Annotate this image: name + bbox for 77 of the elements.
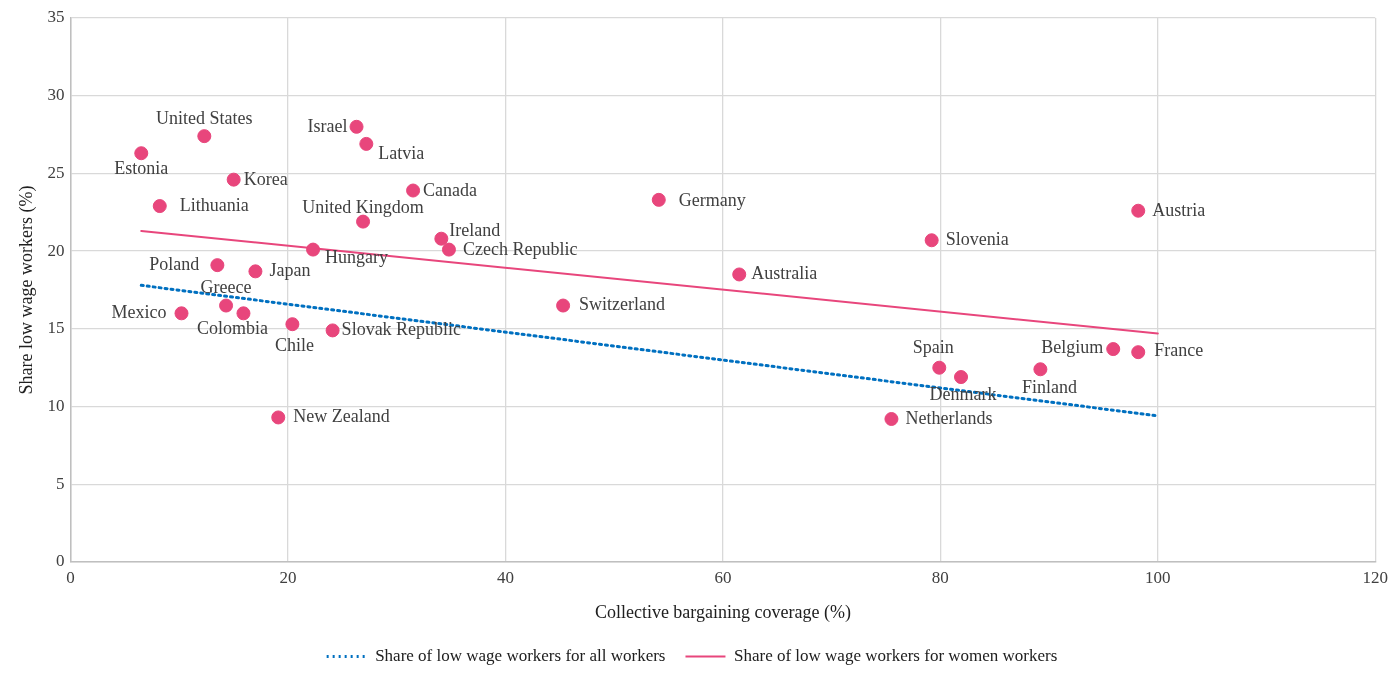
annotation: Chile — [274, 334, 314, 355]
point — [349, 119, 364, 134]
annotation: Latvia — [378, 142, 425, 163]
y-tick-label: 0 — [56, 551, 65, 571]
point — [1131, 345, 1146, 360]
annotation: New Zealand — [293, 406, 390, 427]
point — [1106, 342, 1121, 357]
annotation: Canada — [423, 180, 478, 201]
x-tick-label: 60 — [714, 567, 732, 587]
y-tick-label: 25 — [47, 162, 65, 182]
annotation: United Kingdom — [302, 197, 424, 218]
y-tick-label: 20 — [47, 240, 65, 260]
annotation: Ireland — [449, 220, 501, 241]
annotation: Spain — [912, 337, 954, 358]
annotation: Czech Republic — [462, 239, 578, 260]
point — [219, 298, 234, 313]
y-tick-label: 35 — [47, 7, 65, 27]
point — [932, 360, 947, 375]
annotation: Slovak Republic — [341, 319, 462, 340]
x-tick-label: 20 — [279, 567, 297, 587]
point — [210, 258, 225, 273]
y-axis-title: Share low wage workers (%) — [15, 185, 37, 395]
point — [271, 410, 286, 425]
annotation: Colombia — [196, 318, 268, 339]
point — [285, 317, 300, 332]
point — [236, 306, 251, 321]
x-tick-label: 80 — [931, 567, 949, 587]
point — [134, 146, 149, 161]
x-axis-title: Collective bargaining coverage (%) — [594, 601, 851, 623]
annotation: Belgium — [1041, 336, 1104, 357]
annotation: Estonia — [114, 157, 169, 178]
y-tick-label: 5 — [56, 473, 65, 493]
y-tick-label: 15 — [47, 318, 65, 338]
point — [197, 129, 212, 144]
annotation: Hungary — [325, 247, 389, 268]
point — [954, 370, 969, 385]
legend-label: Share of low wage workers for all workers — [375, 645, 666, 665]
point — [306, 242, 321, 257]
point — [325, 323, 340, 338]
point — [152, 199, 167, 214]
point — [441, 242, 456, 257]
x-tick-label: 100 — [1145, 567, 1171, 587]
annotation: Austria — [1152, 200, 1206, 221]
point — [406, 183, 421, 198]
annotation: Poland — [149, 253, 200, 274]
annotation: France — [1154, 339, 1204, 360]
point — [556, 298, 571, 313]
y-tick-label: 30 — [47, 85, 65, 105]
annotation: Netherlands — [905, 407, 993, 428]
annotation: Israel — [307, 115, 348, 136]
point — [1033, 362, 1048, 377]
annotation: Germany — [678, 189, 746, 210]
annotation: Switzerland — [579, 294, 666, 315]
y-tick-label: 10 — [47, 396, 65, 416]
annotation: Slovenia — [945, 229, 1009, 249]
x-tick-label: 40 — [496, 567, 514, 587]
x-tick-label: 120 — [1362, 567, 1388, 587]
annotation: Australia — [751, 263, 818, 284]
point — [924, 233, 939, 248]
point — [651, 192, 666, 207]
annotation: Denmark — [929, 383, 997, 404]
point — [174, 306, 189, 321]
annotation: Greece — [200, 277, 252, 298]
point — [226, 172, 241, 187]
annotation: Finland — [1021, 377, 1077, 397]
point — [434, 231, 449, 246]
point — [248, 264, 263, 279]
annotation: Mexico — [111, 302, 167, 323]
point — [359, 136, 374, 151]
annotation: United States — [156, 107, 253, 128]
annotation: Japan — [269, 260, 311, 281]
point — [884, 412, 899, 427]
point — [732, 267, 747, 282]
annotation: Korea — [243, 169, 288, 190]
legend-label: Share of low wage workers for women workers — [733, 645, 1058, 665]
point — [1131, 203, 1146, 218]
annotation: Lithuania — [179, 194, 249, 215]
